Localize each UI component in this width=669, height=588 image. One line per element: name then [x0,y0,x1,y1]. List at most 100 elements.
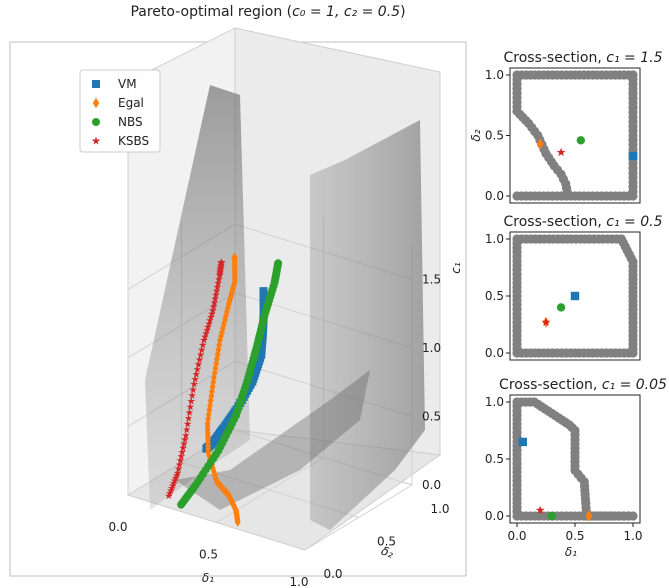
z-tick-label: 1.5 [422,272,441,286]
point-ksbs [178,448,186,456]
point-ksbs [204,323,212,331]
point-ksbs [205,319,213,327]
z-tick-label: 1.0 [422,341,441,355]
series-egal [204,252,241,527]
point-ksbs [189,385,197,394]
cross-section-c1-1-5: Cross-section, c₁ = 1.5 0.0 0.5 1.0 δ₂ [469,50,663,204]
z-axis-label: c₁ [449,262,463,274]
point-ksbs [183,425,191,433]
x-axis-label: δ₁ [565,545,577,559]
boundary-point [512,401,522,411]
y-axis-label: δ₂ [379,544,395,561]
point-ksbs [207,313,215,321]
point-ksbs [188,391,196,399]
point-ksbs [199,341,207,349]
point-ksbs [541,317,551,326]
point-egal [211,368,218,378]
legend-label-ksbs: KSBS [118,134,149,148]
x-tick-label: 1.0 [623,529,642,543]
legend-label-egal: Egal [118,96,144,110]
point-ksbs [179,444,187,452]
point-ksbs [191,375,199,383]
point-nbs [274,259,283,268]
point-egal [208,391,215,401]
point-ksbs [181,435,189,443]
legend-marker-nbs [92,118,100,126]
legend-marker-ksbs [91,136,101,145]
point-ksbs [187,397,196,405]
cross-section-panels: Cross-section, c₁ = 1.5 0.0 0.5 1.0 δ₂ Cross-… [469,50,667,559]
x-tick-label: 0.0 [507,529,526,543]
point-ksbs [186,403,195,411]
point-vm [259,287,268,296]
y-tick-label: 0.5 [485,289,504,303]
point-ksbs [206,316,214,324]
x-tick-label: 1.0 [289,575,308,588]
cross-section-title: Cross-section, c₁ = 0.05 [499,377,667,393]
legend-box [79,69,161,153]
region-surface-floor [175,370,370,510]
y-tick-label: 1.0 [485,395,504,409]
y-tick-label: 0.5 [377,535,396,549]
point-egal [536,138,544,150]
point-ksbs [182,431,190,439]
point-ksbs [190,380,198,388]
point-nbs [576,136,585,145]
y-tick-label: 0.0 [485,189,504,203]
legend-marker-egal [92,97,100,109]
boundary-point [512,344,522,354]
point-ksbs [209,302,218,310]
y-axis-label: δ₂ [469,129,483,141]
pareto-3d-panel: Pareto-optimal region (c₀ = 1, c₂ = 0.5)… [9,4,467,588]
legend-label-vm: VM [118,77,137,91]
point-ksbs [211,295,219,303]
region-surface-left [145,85,250,510]
z-tick-label: 0.5 [422,409,441,423]
point-ksbs [176,456,185,464]
y-tick-label: 0.0 [485,509,504,523]
point-ksbs [212,287,221,295]
y-tick-label: 0.5 [485,452,504,466]
point-ksbs [175,460,184,468]
y-tick-label: 0.0 [485,346,504,360]
point-egal [223,307,230,317]
legend-label-nbs: NBS [118,115,143,129]
boundary-point [562,187,572,197]
point-ksbs [174,465,183,473]
point-ksbs [200,336,208,344]
x-tick-label: 0.5 [565,529,584,543]
point-ksbs [203,326,211,334]
point-ksbs [210,298,219,307]
point-ksbs [196,350,205,359]
cross-section-title: Cross-section, c₁ = 1.5 [504,50,663,66]
point-ksbs [177,452,185,460]
point-ksbs [201,333,209,341]
point-ksbs [192,370,200,378]
point-ksbs [535,505,545,514]
point-ksbs [194,360,203,368]
point-egal [205,409,212,420]
point-nbs [556,303,566,312]
y-tick-label: 0.5 [485,129,504,143]
x-axis-label: δ₁ [202,571,214,585]
pareto-3d-title: Pareto-optimal region (c₀ = 1, c₂ = 0.5) [130,4,405,20]
legend-marker-vm [92,80,100,88]
point-egal [219,327,225,337]
cross-section-c1-0-05: Cross-section, c₁ = 0.05 0.0 0.5 1.0 0.0 0.5 1… [485,377,667,559]
point-ksbs [185,408,194,416]
point-ksbs [184,414,193,422]
y-tick-label: 0.0 [323,567,342,581]
series-ksbs [165,258,226,500]
point-egal [585,510,593,522]
point-ksbs [208,310,216,318]
point-ksbs [180,439,188,448]
point-ksbs [213,283,222,291]
cross-section-title: Cross-section, c₁ = 0.5 [504,214,663,230]
series-3d [165,252,283,527]
point-ksbs [198,346,206,354]
point-egal [231,252,238,263]
point-egal [214,354,220,364]
x-tick-label: 0.0 [108,520,127,534]
cross-section-frame [509,67,641,204]
